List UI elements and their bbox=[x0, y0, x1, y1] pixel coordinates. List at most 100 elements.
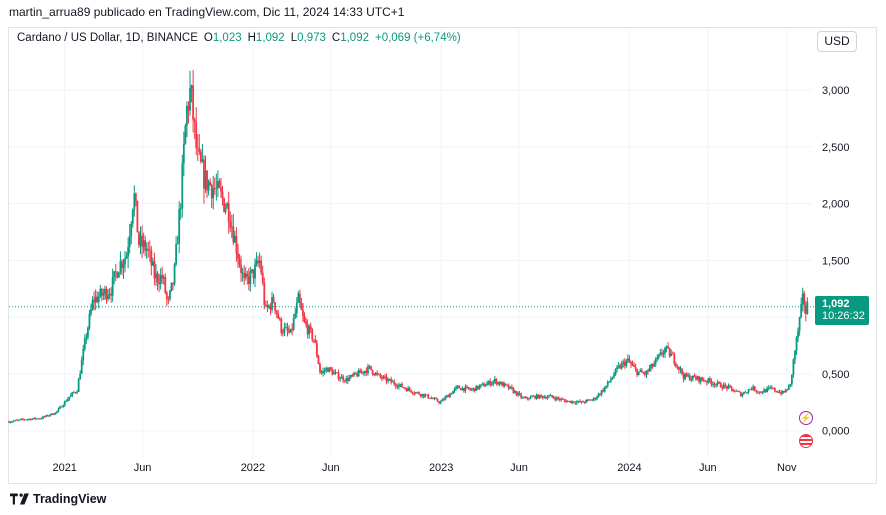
candle-body bbox=[617, 365, 620, 368]
lightning-icon[interactable]: ⚡ bbox=[799, 411, 813, 425]
candle-body bbox=[9, 422, 12, 423]
us-flag-icon[interactable] bbox=[799, 434, 813, 448]
candle-body bbox=[224, 208, 227, 212]
candle-body bbox=[501, 382, 504, 387]
candle-body bbox=[88, 313, 91, 328]
candle-body bbox=[356, 374, 359, 377]
candle-body bbox=[182, 143, 185, 164]
candle-body bbox=[467, 387, 470, 389]
candle-body bbox=[453, 388, 456, 392]
bar-countdown: 10:26:32 bbox=[822, 310, 865, 322]
candle-body bbox=[548, 395, 550, 398]
candle-body bbox=[388, 379, 391, 380]
candle-body bbox=[738, 391, 741, 393]
candle-body bbox=[558, 398, 561, 400]
high-value: 1,092 bbox=[255, 32, 285, 44]
candle-body bbox=[353, 372, 355, 376]
candle-body bbox=[244, 273, 247, 278]
candle-body bbox=[769, 387, 772, 389]
candle-body bbox=[424, 394, 427, 397]
candle-body bbox=[167, 298, 170, 300]
tradingview-brand: TradingView bbox=[33, 492, 107, 506]
candle-body bbox=[379, 374, 382, 377]
candle-body bbox=[582, 401, 584, 403]
candle-body bbox=[26, 419, 29, 421]
candle-body bbox=[138, 232, 140, 246]
candle-body bbox=[730, 386, 733, 389]
candle-body bbox=[145, 248, 148, 251]
candle-body bbox=[65, 401, 68, 403]
candle-body bbox=[764, 389, 767, 393]
candle-body bbox=[470, 389, 473, 391]
candle-body bbox=[133, 193, 136, 210]
candle-body bbox=[295, 302, 298, 314]
candle-body bbox=[102, 293, 105, 296]
candle-body bbox=[753, 386, 756, 391]
candle-body bbox=[153, 261, 156, 279]
currency-button[interactable]: USD bbox=[817, 31, 857, 52]
candle-body bbox=[566, 401, 569, 403]
candle-body bbox=[780, 392, 782, 394]
candle-body bbox=[212, 188, 215, 199]
ohlc-legend: Cardano / US Dollar, 1D, BINANCE O 1,023 … bbox=[17, 32, 467, 44]
candle-body bbox=[699, 377, 702, 382]
candle-body bbox=[373, 373, 376, 375]
candle-body bbox=[176, 243, 179, 245]
candle-body bbox=[15, 420, 18, 421]
candle-body bbox=[671, 353, 674, 355]
candle-body bbox=[37, 418, 40, 420]
candle-body bbox=[726, 386, 728, 389]
candle-body bbox=[399, 383, 402, 386]
candle-body bbox=[62, 405, 65, 408]
candle-body bbox=[306, 324, 309, 335]
candle-body bbox=[450, 393, 453, 395]
candle-body bbox=[189, 88, 191, 111]
candle-body bbox=[620, 363, 623, 369]
candle-body bbox=[741, 394, 744, 397]
candle-body bbox=[462, 388, 465, 391]
candle-body bbox=[661, 352, 663, 355]
candle-body bbox=[63, 401, 66, 406]
candle-body bbox=[66, 398, 69, 402]
candle-body bbox=[45, 415, 48, 417]
candle-body bbox=[107, 295, 109, 300]
candle-body bbox=[119, 261, 122, 273]
candle-body bbox=[192, 85, 195, 120]
candle-body bbox=[348, 377, 351, 381]
candle-body bbox=[34, 417, 37, 419]
candle-body bbox=[80, 360, 83, 374]
candle-body bbox=[367, 366, 369, 374]
candle-body bbox=[626, 358, 629, 361]
candle-body bbox=[74, 392, 77, 394]
candle-body bbox=[497, 382, 499, 385]
symbol-description[interactable]: Cardano / US Dollar, 1D, BINANCE bbox=[17, 32, 198, 44]
candle-body bbox=[342, 376, 345, 381]
candle-body bbox=[326, 368, 329, 372]
candle-body bbox=[264, 304, 267, 306]
candle-body bbox=[673, 353, 676, 364]
candle-body bbox=[758, 391, 761, 393]
y-tick-label: 3,000 bbox=[822, 85, 850, 97]
candle-body bbox=[370, 365, 372, 370]
candle-body bbox=[772, 388, 775, 389]
candle-body bbox=[710, 381, 713, 385]
candle-body bbox=[125, 256, 128, 259]
chart-pane[interactable] bbox=[8, 27, 877, 484]
candle-body bbox=[743, 392, 745, 395]
candle-body bbox=[97, 296, 100, 303]
candle-body bbox=[504, 383, 507, 385]
candle-body bbox=[492, 381, 495, 384]
candle-body bbox=[506, 384, 509, 386]
candle-body bbox=[569, 400, 572, 403]
candle-body bbox=[377, 373, 380, 375]
open-label: O bbox=[203, 32, 213, 44]
candle-body bbox=[549, 395, 552, 396]
candle-body bbox=[376, 372, 379, 374]
candle-body bbox=[418, 392, 420, 395]
last-price-value: 1,092 bbox=[822, 298, 850, 310]
tradingview-footer[interactable]: TradingView bbox=[10, 491, 106, 507]
candle-body bbox=[515, 391, 518, 396]
candle-body bbox=[314, 339, 317, 343]
candle-body bbox=[479, 384, 482, 386]
